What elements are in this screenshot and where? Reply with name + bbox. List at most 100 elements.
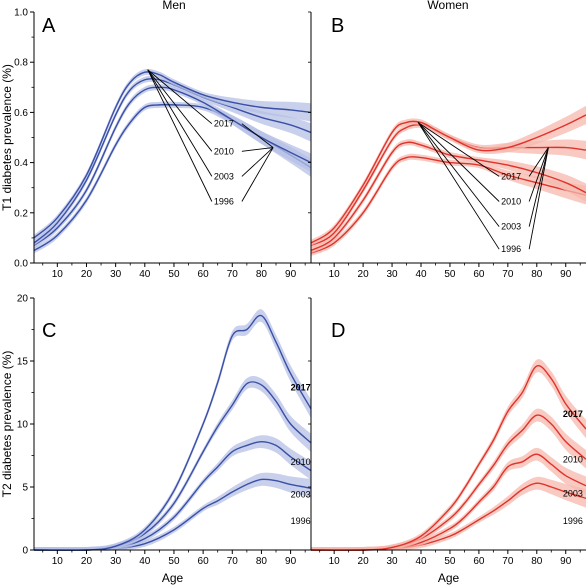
year-label-1996: 1996: [214, 197, 234, 207]
x-tick-label: 40: [415, 269, 427, 280]
x-tick-label: 10: [52, 269, 64, 280]
x-tick-label: 80: [531, 556, 543, 567]
x-tick-label: 70: [502, 269, 514, 280]
confidence-band-1996: [311, 476, 586, 551]
leader-line-tail-2010: [528, 147, 549, 202]
y-axis-title: T1 diabetes prevalence (%): [0, 64, 14, 211]
year-label-2010: 2010: [214, 146, 234, 156]
y-axis-title: T2 diabetes prevalence (%): [0, 351, 14, 498]
year-label-2003: 2003: [214, 171, 234, 181]
series-line-1996: [310, 156, 586, 254]
y-tick-label: 1.0: [14, 8, 28, 19]
y-tick-label: 0.8: [14, 58, 28, 69]
y-tick-label: 10: [17, 420, 29, 431]
x-tick-label: 20: [81, 269, 93, 280]
leader-line-peak-1996: [147, 69, 213, 202]
panel-D: D 2017 2010 2003 1996 10 20 30 40 50 60 70 80 90 Age: [308, 297, 586, 585]
leader-line-peak-2003: [147, 69, 213, 177]
y-tick-label: 0.6: [14, 108, 28, 119]
leader-line-tail-2003: [241, 147, 274, 177]
leader-line-peak-2010: [147, 69, 213, 152]
year-label-2003: 2003: [501, 222, 521, 232]
confidence-band-2003: [311, 139, 586, 254]
x-tick-label: 10: [329, 269, 341, 280]
x-tick-label: 50: [168, 269, 180, 280]
leader-line-peak-2017: [417, 122, 500, 177]
x-tick-label: 40: [415, 556, 427, 567]
x-tick-label: 50: [444, 556, 456, 567]
x-tick-label: 20: [358, 556, 370, 567]
x-tick-label: 30: [386, 269, 398, 280]
year-label-2017: 2017: [214, 119, 234, 129]
x-tick-label: 70: [227, 269, 239, 280]
confidence-band-1996: [311, 153, 586, 256]
confidence-band-2003: [34, 435, 311, 551]
leader-line-peak-2017: [147, 69, 213, 125]
x-tick-label: 20: [81, 556, 93, 567]
x-tick-label: 70: [502, 556, 514, 567]
confidence-band-2010: [311, 408, 586, 551]
leader-line-peak-2003: [417, 122, 500, 227]
panel-A: A 2017 2010 2003 1996 10 20 30 40 50 60 70 80 90 0.0 0.…: [0, 8, 312, 280]
year-label-1996: 1996: [501, 244, 521, 254]
y-tick-label: 0.2: [14, 208, 28, 219]
y-tick-label: 5: [22, 483, 28, 494]
x-tick-label: 40: [139, 269, 151, 280]
year-label-2017: 2017: [291, 382, 311, 392]
year-label-2010: 2010: [563, 454, 583, 464]
x-tick-label: 50: [444, 269, 456, 280]
leader-line-tail-1996: [528, 147, 549, 250]
x-tick-label: 20: [358, 269, 370, 280]
x-tick-label: 10: [329, 556, 341, 567]
confidence-band-2010: [34, 375, 311, 551]
x-tick-label: 90: [285, 269, 297, 280]
x-tick-label: 40: [139, 556, 151, 567]
confidence-band-2017: [34, 309, 311, 551]
leader-line-tail-2003: [528, 147, 549, 227]
series-line-1996: [310, 482, 586, 551]
x-tick-label: 30: [110, 556, 122, 567]
x-tick-label: 60: [473, 556, 485, 567]
leader-line-tail-2010: [241, 147, 274, 152]
series-line-2017: [33, 314, 312, 551]
x-tick-label: 70: [227, 556, 239, 567]
x-tick-label: 30: [110, 269, 122, 280]
leader-line-peak-2010: [417, 122, 500, 202]
y-tick-label: 20: [17, 294, 29, 305]
x-tick-label: 80: [256, 269, 268, 280]
y-tick-label: 0: [22, 546, 28, 557]
year-label-2003: 2003: [563, 488, 583, 498]
year-label-2003: 2003: [291, 490, 311, 500]
x-tick-label: 90: [285, 556, 297, 567]
panel-B: B 2017 2010 2003 1996 10 20 30 40 50 60 70 80 90: [308, 11, 586, 280]
panel-letter-D: D: [331, 320, 345, 342]
leader-line-tail-2017: [528, 147, 549, 177]
column-title-men: Men: [162, 0, 185, 12]
series-line-2017: [310, 364, 586, 551]
panel-letter-C: C: [42, 320, 56, 342]
panel-letter-B: B: [331, 15, 344, 37]
x-tick-label: 60: [198, 556, 210, 567]
panel-letter-A: A: [42, 15, 56, 37]
y-tick-label: 0.4: [14, 158, 28, 169]
confidence-band-2017: [311, 359, 586, 551]
year-label-2010: 2010: [501, 197, 521, 207]
year-label-2017: 2017: [563, 409, 583, 419]
y-tick-label: 0.0: [14, 259, 28, 270]
x-tick-label: 60: [198, 269, 210, 280]
x-tick-label: 90: [560, 269, 572, 280]
confidence-band-2017: [311, 105, 586, 246]
y-tick-label: 15: [17, 357, 29, 368]
year-label-1996: 1996: [291, 516, 311, 526]
confidence-band-1996: [34, 472, 311, 551]
x-tick-label: 90: [560, 556, 572, 567]
x-tick-label: 10: [52, 556, 64, 567]
x-tick-label: 80: [531, 269, 543, 280]
year-label-1996: 1996: [563, 516, 583, 526]
series-line-1996: [33, 103, 312, 252]
series-line-2017: [33, 71, 312, 239]
leader-line-tail-2017: [241, 123, 274, 148]
leader-line-peak-1996: [417, 122, 500, 250]
leader-line-tail-1996: [241, 147, 274, 202]
